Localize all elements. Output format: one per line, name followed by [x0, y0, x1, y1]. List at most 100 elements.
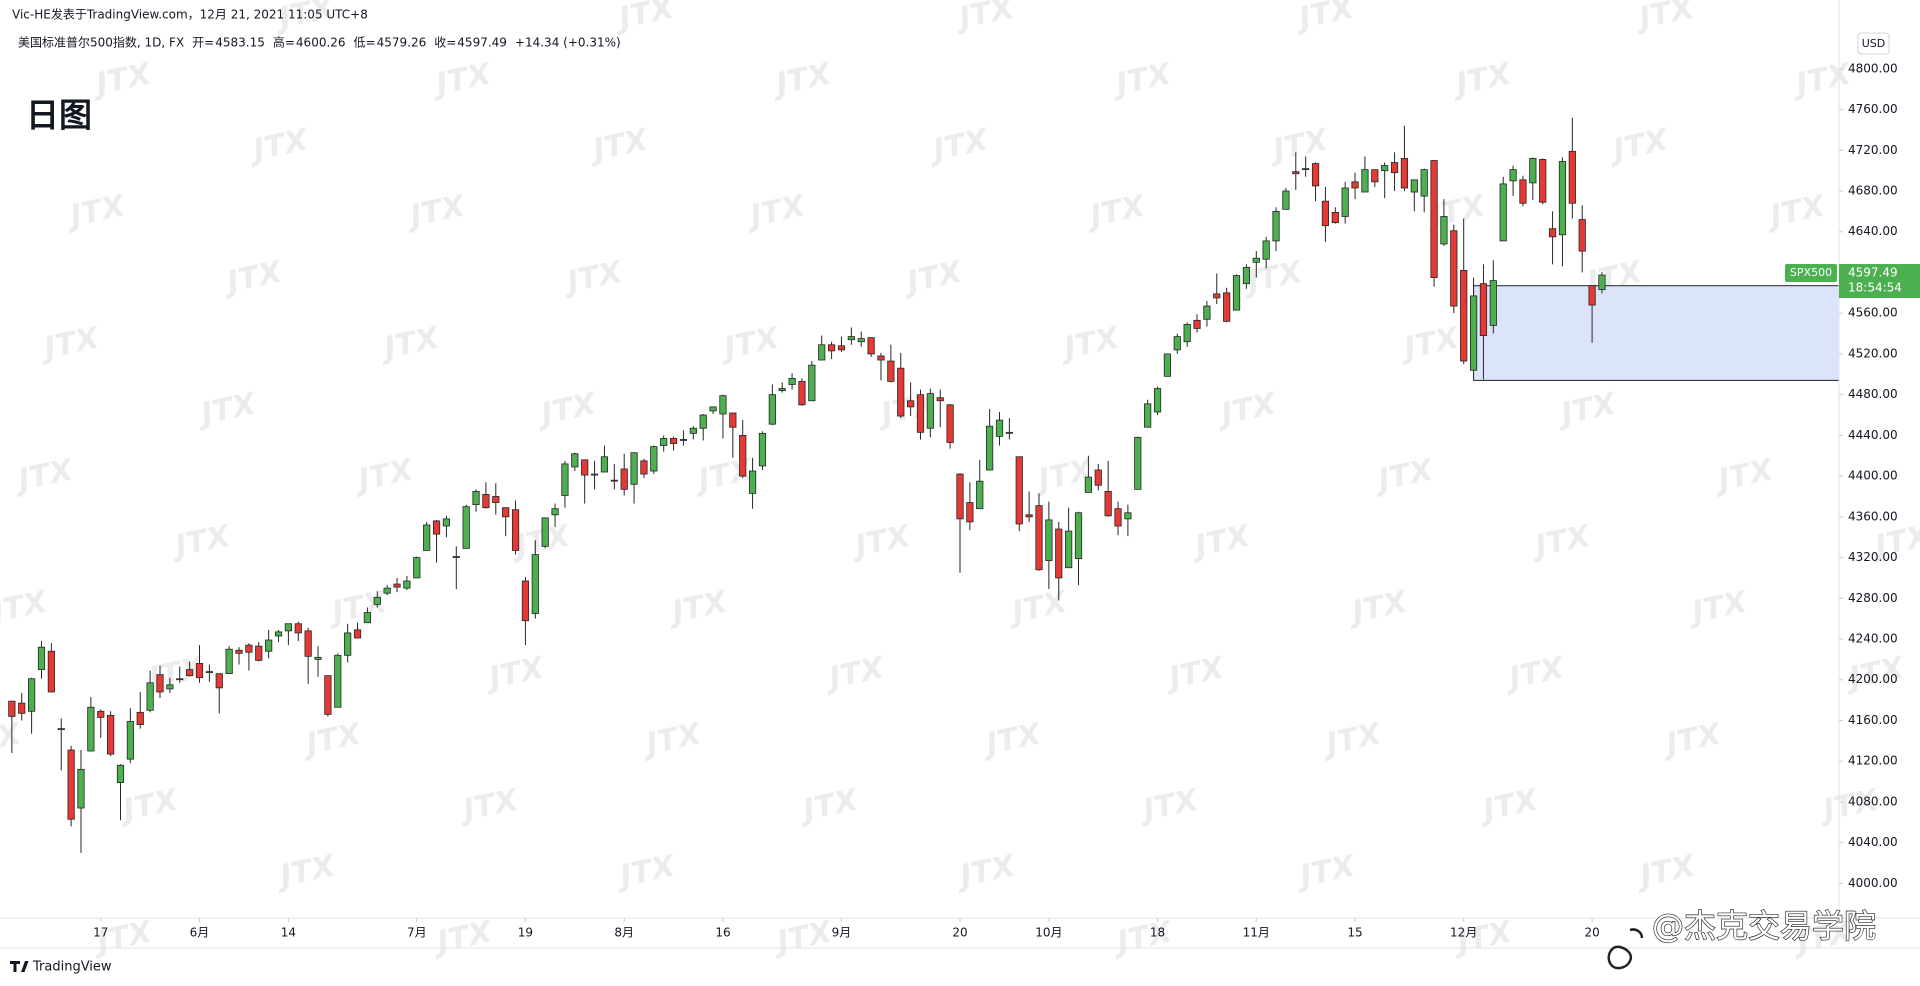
y-tick-label: 4320.00	[1848, 550, 1898, 564]
candle-body	[1025, 514, 1033, 518]
candle-body	[195, 663, 204, 679]
candle-body	[1331, 211, 1339, 223]
candle-body	[442, 518, 451, 527]
candle-body	[1015, 456, 1023, 525]
signature-text: @杰克交易学院	[1652, 907, 1876, 945]
candle-body	[719, 395, 727, 415]
candle-body	[1430, 160, 1438, 278]
candle-body	[126, 721, 134, 760]
candle-body	[413, 557, 421, 579]
candle-body	[8, 700, 16, 717]
candle-body	[1134, 437, 1142, 490]
candle-body	[630, 452, 638, 485]
candle-body	[808, 364, 816, 402]
candle-body	[1084, 476, 1092, 493]
candle-body	[729, 412, 737, 428]
legend-item: +14.34 (+0.31%)	[515, 36, 621, 50]
candle-body	[610, 479, 618, 482]
candle-body	[739, 434, 747, 477]
candle-body	[660, 438, 668, 446]
candle-body	[186, 669, 194, 677]
candle-body	[1420, 169, 1428, 197]
candle-body	[294, 623, 302, 634]
candle-body	[1302, 168, 1310, 171]
y-tick-label: 4560.00	[1848, 306, 1898, 320]
candle-body	[47, 650, 55, 693]
candle-body	[600, 456, 609, 473]
currency-button[interactable]	[1857, 32, 1890, 55]
candle-body	[255, 645, 263, 661]
candle-body	[1410, 179, 1418, 193]
candle-body	[1005, 431, 1013, 434]
candle-body	[492, 496, 500, 503]
plot-area	[8, 117, 1840, 853]
y-tick-label: 4280.00	[1848, 591, 1898, 605]
candle-body	[1558, 161, 1567, 236]
candle-body	[373, 596, 381, 605]
candle-body	[907, 400, 915, 408]
candle-body	[67, 749, 75, 820]
candle-body	[916, 394, 925, 433]
candle-body	[976, 480, 984, 510]
candle-body	[1144, 403, 1152, 428]
candle-body	[1035, 505, 1043, 571]
candle-body	[452, 556, 460, 558]
candle-body	[857, 338, 865, 343]
candle-body	[482, 494, 490, 509]
last-price-box	[1839, 264, 1920, 299]
candle-body	[1440, 216, 1448, 245]
candle-body	[77, 768, 85, 809]
candle-body	[1351, 181, 1359, 189]
symbol-tag-label: SPX500	[1790, 266, 1832, 279]
candle-body	[669, 438, 678, 444]
y-tick-label: 4120.00	[1848, 754, 1898, 768]
candle-body	[1094, 469, 1102, 486]
candle-body	[1509, 169, 1517, 182]
candle-body	[166, 684, 174, 690]
x-tick-label: 12月	[1450, 926, 1477, 940]
x-tick-label: 14	[281, 926, 296, 940]
countdown-label: 18:54:54	[1848, 281, 1902, 295]
candle-body	[1223, 292, 1231, 322]
candle-body	[245, 644, 253, 653]
candle-body	[827, 344, 836, 352]
candle-body	[1193, 319, 1201, 329]
legend-item: 开=	[192, 36, 214, 50]
y-tick-label: 4440.00	[1848, 428, 1898, 442]
signature: @杰克交易学院	[1607, 906, 1877, 970]
candle-body	[1390, 162, 1399, 174]
currency-label[interactable]: USD	[1862, 37, 1886, 50]
candle-body	[215, 673, 223, 689]
candle-body	[1203, 305, 1211, 320]
candle-body	[1183, 323, 1191, 343]
legend-item: 美国标准普尔500指数, 1D, FX	[18, 35, 184, 50]
candle-body	[1232, 275, 1241, 311]
candle-body	[205, 671, 213, 674]
candle-body	[1578, 219, 1586, 252]
x-tick-label: 8月	[614, 926, 634, 940]
candle-body	[28, 678, 36, 712]
candle-body	[57, 728, 65, 731]
candle-body	[521, 580, 530, 622]
candle-body	[1272, 210, 1280, 242]
candle-body	[1548, 228, 1557, 238]
x-tick-label: 9月	[832, 926, 852, 940]
candle-body	[758, 432, 767, 467]
candle-body	[353, 629, 362, 639]
candle-body	[1469, 295, 1478, 371]
x-tick-label: 18	[1150, 926, 1165, 940]
candle-body	[699, 414, 707, 429]
candle-body	[788, 377, 796, 385]
candle-body	[798, 381, 806, 406]
candle-body	[146, 682, 154, 711]
candle-body	[887, 360, 895, 382]
candle-body	[107, 714, 115, 755]
header: Vic-HE发表于TradingView.com，12月 21, 2021 11…	[12, 7, 368, 22]
tradingview-logo[interactable]: TradingView	[10, 960, 112, 975]
legend-item: 4583.15	[215, 36, 265, 50]
signature-icon	[1607, 928, 1644, 970]
candle-body	[561, 463, 569, 496]
candle-body	[1539, 159, 1547, 203]
